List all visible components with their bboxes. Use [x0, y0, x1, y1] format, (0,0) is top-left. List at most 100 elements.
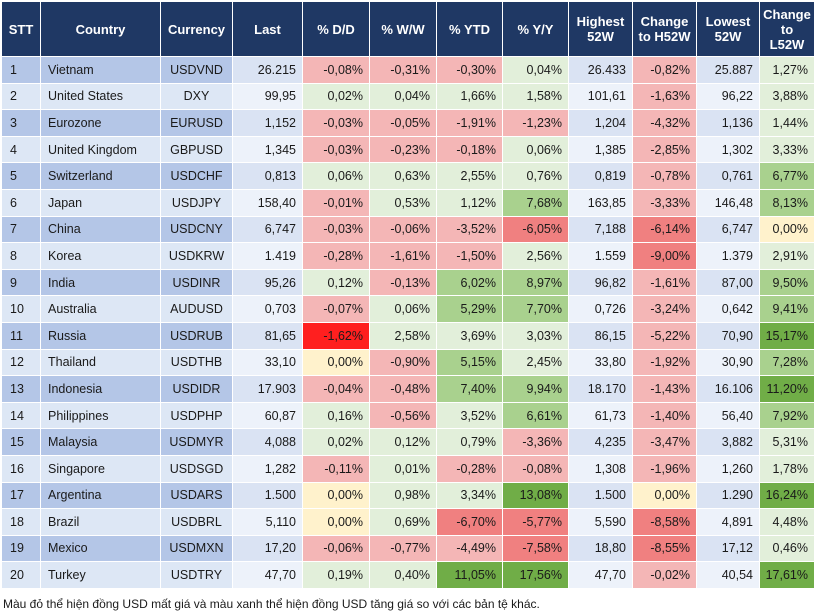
cell-last: 26.215	[232, 56, 303, 84]
col-header-country: Country	[40, 1, 161, 57]
table-row: 19 Mexico USDMXN 17,20 -0,06% -0,77% -4,49% -7,…	[1, 534, 815, 563]
cell-change-to-l52w: 6,77%	[759, 162, 815, 190]
cell-yy: -6,05%	[502, 215, 569, 244]
cell-lowest-52w: 25.887	[696, 56, 760, 84]
cell-country: Mexico	[40, 534, 161, 563]
cell-change-to-l52w: 3,33%	[759, 135, 815, 164]
cell-last: 99,95	[232, 82, 303, 111]
cell-country: Korea	[40, 242, 161, 270]
cell-lowest-52w: 87,00	[696, 268, 760, 297]
cell-dd: 0,02%	[302, 82, 370, 111]
cell-change-to-l52w: 1,44%	[759, 109, 815, 137]
cell-stt: 19	[1, 534, 41, 563]
cell-stt: 15	[1, 428, 41, 456]
cell-ww: 0,12%	[369, 428, 437, 456]
cell-ytd: -6,70%	[436, 508, 503, 536]
cell-country: India	[40, 268, 161, 297]
cell-dd: 0,00%	[302, 348, 370, 377]
cell-dd: 0,00%	[302, 481, 370, 510]
cell-change-to-l52w: 17,61%	[759, 561, 815, 589]
col-header-ytd: % YTD	[436, 1, 503, 57]
cell-ww: 0,01%	[369, 454, 437, 483]
cell-country: Brazil	[40, 508, 161, 536]
cell-change-to-h52w: -8,58%	[632, 508, 697, 536]
cell-lowest-52w: 6,747	[696, 215, 760, 244]
cell-last: 81,65	[232, 321, 303, 350]
cell-currency: USDJPY	[160, 188, 233, 217]
cell-country: Argentina	[40, 481, 161, 510]
cell-highest-52w: 0,726	[568, 295, 633, 323]
cell-change-to-l52w: 8,13%	[759, 188, 815, 217]
cell-lowest-52w: 40,54	[696, 561, 760, 589]
cell-yy: 13,08%	[502, 481, 569, 510]
cell-stt: 4	[1, 135, 41, 164]
cell-yy: 0,76%	[502, 162, 569, 190]
cell-highest-52w: 26.433	[568, 56, 633, 84]
cell-lowest-52w: 70,90	[696, 321, 760, 350]
cell-ytd: 6,02%	[436, 268, 503, 297]
cell-currency: USDVND	[160, 56, 233, 84]
cell-lowest-52w: 17,12	[696, 534, 760, 563]
cell-change-to-h52w: -1,61%	[632, 268, 697, 297]
cell-change-to-l52w: 7,28%	[759, 348, 815, 377]
cell-ytd: 3,69%	[436, 321, 503, 350]
cell-dd: -0,08%	[302, 56, 370, 84]
cell-currency: USDBRL	[160, 508, 233, 536]
cell-country: Thailand	[40, 348, 161, 377]
cell-change-to-h52w: -3,24%	[632, 295, 697, 323]
cell-yy: 0,06%	[502, 135, 569, 164]
cell-ytd: -3,52%	[436, 215, 503, 244]
cell-highest-52w: 86,15	[568, 321, 633, 350]
cell-country: Vietnam	[40, 56, 161, 84]
cell-change-to-h52w: -3,47%	[632, 428, 697, 456]
col-header-change-to-h52w: Change to H52W	[632, 1, 697, 57]
cell-change-to-l52w: 16,24%	[759, 481, 815, 510]
footnote: Màu đỏ thể hiện đồng USD mất giá và màu …	[3, 597, 540, 611]
cell-change-to-l52w: 9,50%	[759, 268, 815, 297]
cell-country: Eurozone	[40, 109, 161, 137]
col-header-last: Last	[232, 1, 303, 57]
cell-lowest-52w: 4,891	[696, 508, 760, 536]
cell-highest-52w: 47,70	[568, 561, 633, 589]
table-row: 18 Brazil USDBRL 5,110 0,00% 0,69% -6,70% -5,77…	[1, 508, 815, 536]
cell-ww: -0,05%	[369, 109, 437, 137]
cell-dd: -0,04%	[302, 375, 370, 403]
cell-yy: -1,23%	[502, 109, 569, 137]
cell-ytd: 11,05%	[436, 561, 503, 589]
table-row: 12 Thailand USDTHB 33,10 0,00% -0,90% 5,15% 2,4…	[1, 348, 815, 377]
cell-ytd: 2,55%	[436, 162, 503, 190]
cell-last: 33,10	[232, 348, 303, 377]
table-body: 1 Vietnam USDVND 26.215 -0,08% -0,31% -0,30% 0,…	[1, 56, 815, 589]
cell-lowest-52w: 1,302	[696, 135, 760, 164]
cell-yy: 2,45%	[502, 348, 569, 377]
cell-change-to-h52w: -1,63%	[632, 82, 697, 111]
cell-ww: -1,61%	[369, 242, 437, 270]
cell-country: Switzerland	[40, 162, 161, 190]
cell-stt: 10	[1, 295, 41, 323]
cell-lowest-52w: 1,260	[696, 454, 760, 483]
cell-stt: 9	[1, 268, 41, 297]
cell-last: 1,345	[232, 135, 303, 164]
cell-highest-52w: 163,85	[568, 188, 633, 217]
cell-currency: GBPUSD	[160, 135, 233, 164]
cell-lowest-52w: 1,136	[696, 109, 760, 137]
cell-country: United States	[40, 82, 161, 111]
cell-currency: USDTRY	[160, 561, 233, 589]
cell-ytd: 1,66%	[436, 82, 503, 111]
cell-dd: 0,12%	[302, 268, 370, 297]
cell-change-to-l52w: 0,46%	[759, 534, 815, 563]
table-row: 17 Argentina USDARS 1.500 0,00% 0,98% 3,34% 13,…	[1, 481, 815, 510]
cell-highest-52w: 1,204	[568, 109, 633, 137]
col-header-yy: % Y/Y	[502, 1, 569, 57]
cell-last: 5,110	[232, 508, 303, 536]
table-row: 16 Singapore USDSGD 1,282 -0,11% 0,01% -0,28% -…	[1, 454, 815, 483]
cell-change-to-h52w: -1,96%	[632, 454, 697, 483]
cell-country: Russia	[40, 321, 161, 350]
col-header-highest-52w: Highest 52W	[568, 1, 633, 57]
col-header-ww: % W/W	[369, 1, 437, 57]
cell-change-to-h52w: -5,22%	[632, 321, 697, 350]
cell-change-to-l52w: 2,91%	[759, 242, 815, 270]
cell-change-to-l52w: 7,92%	[759, 401, 815, 430]
cell-country: Singapore	[40, 454, 161, 483]
cell-highest-52w: 4,235	[568, 428, 633, 456]
